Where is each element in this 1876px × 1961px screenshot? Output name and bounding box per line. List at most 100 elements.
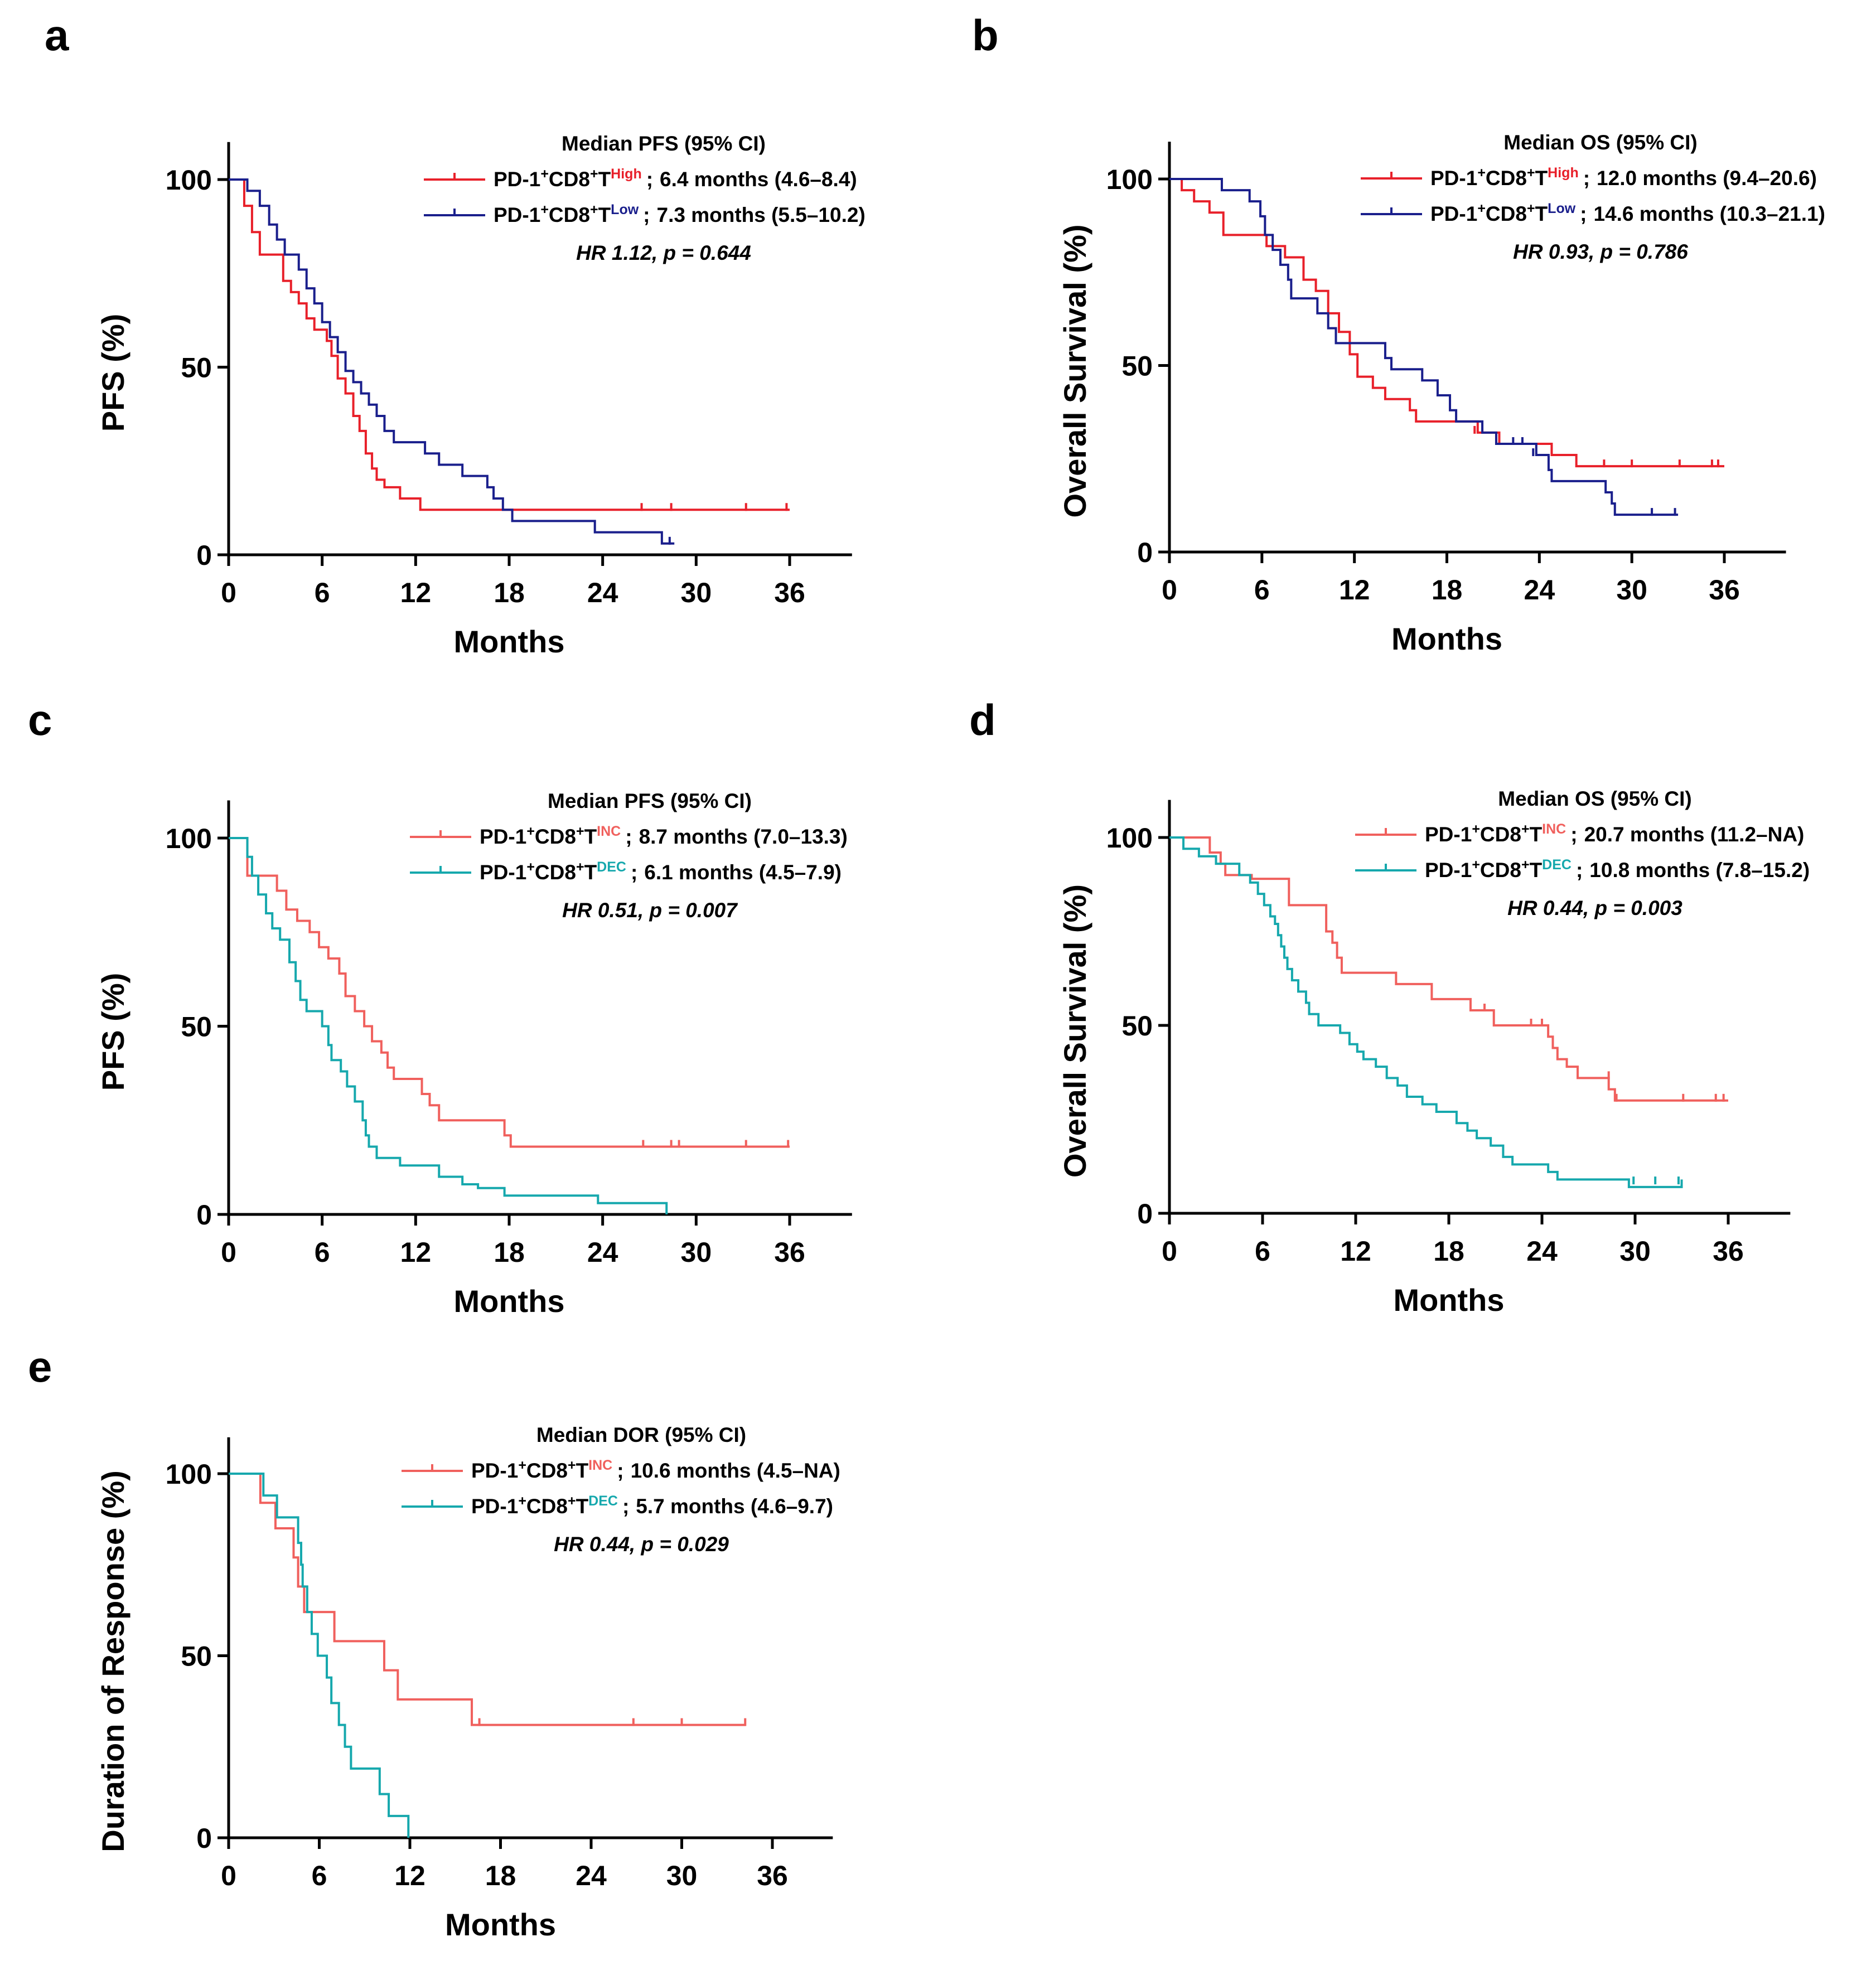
legend-value: 6.4 months (4.6–8.4) [660,168,857,191]
legend-group: DEC [1542,857,1572,873]
legend-sup2: + [1527,165,1535,181]
legend-label-dec: PD-1+CD8+TDEC; 6.1 months (4.5–7.9) [480,859,842,884]
legend-t: T [1535,167,1548,190]
legend-group: High [611,166,642,182]
x-tick-label: 24 [587,577,618,608]
legend-group: DEC [597,859,626,875]
legend-sup1: + [526,859,535,875]
legend-sep: ; [625,825,632,848]
legend-value: 14.6 months (10.3–21.1) [1594,202,1825,225]
legend-sep: ; [1580,202,1587,225]
legend-sup1: + [526,824,535,839]
x-tick-label: 18 [1433,1236,1464,1267]
hr-text: HR 0.51, p = 0.007 [562,899,738,922]
y-axis-label: PFS (%) [95,973,130,1091]
y-tick-label: 0 [1137,537,1153,568]
legend-t: T [1535,202,1548,225]
x-tick-label: 18 [1432,574,1463,606]
y-tick-label: 100 [1106,164,1153,195]
y-tick-label: 50 [181,352,212,384]
x-tick-label: 12 [1339,574,1370,606]
x-tick-label: 36 [1709,574,1740,606]
legend-t: T [1530,859,1543,882]
legend-prefix: PD-1 [1430,202,1477,225]
panel-letter: e [28,1342,52,1391]
legend-sup2: + [1527,201,1535,216]
x-tick-label: 30 [1616,574,1647,606]
y-tick-label: 0 [196,1823,212,1854]
legend-group: Low [611,202,639,217]
hr-text: HR 0.44, p = 0.029 [554,1533,729,1556]
x-tick-label: 0 [1162,574,1177,606]
legend-prefix: PD-1 [1425,823,1472,846]
x-tick-label: 36 [1713,1236,1744,1267]
legend: Median OS (95% CI)PD-1+CD8+THigh; 12.0 mo… [1361,131,1825,263]
legend-mid: CD8 [526,1495,568,1518]
legend-group: Low [1548,201,1576,216]
panel-a: a 0 6 12 18 24 30 36 0 50 100 Months PFS (%) Median P… [45,11,866,659]
y-axis-label: Duration of Response (%) [95,1470,130,1852]
legend-value: 5.7 months (4.6–9.7) [636,1495,833,1518]
panel-letter: a [45,11,69,60]
legend-mid: CD8 [535,861,576,884]
x-tick-label: 12 [1340,1236,1371,1267]
legend-mid: CD8 [549,168,590,191]
hr-text: HR 0.93, p = 0.786 [1513,240,1688,263]
x-tick-label: 24 [1526,1236,1558,1267]
legend-t: T [584,861,597,884]
y-tick-label: 100 [1106,822,1153,854]
x-axis-label: Months [453,1284,564,1319]
y-tick-label: 0 [1137,1198,1153,1229]
legend-mid: CD8 [526,1459,568,1482]
legend-prefix: PD-1 [1425,859,1472,882]
legend-mid: CD8 [549,204,590,226]
x-tick-label: 6 [1254,574,1270,606]
panel-letter: c [28,695,52,744]
x-tick-label: 18 [494,577,525,608]
x-tick-label: 36 [774,1237,805,1268]
legend-title: Median OS (95% CI) [1498,787,1691,810]
y-tick-label: 50 [181,1011,212,1043]
legend-sup1: + [1477,165,1486,181]
legend-prefix: PD-1 [494,204,540,226]
x-axis-label: Months [1391,621,1502,656]
x-tick-label: 12 [400,1237,432,1268]
legend-value: 12.0 months (9.4–20.6) [1597,167,1817,190]
km-curve-dec [229,1473,410,1838]
legend-prefix: PD-1 [480,825,526,848]
x-tick-label: 18 [485,1860,516,1891]
panel-e: e 0 6 12 18 24 30 36 0 50 100 Months Duration of Res… [28,1342,840,1942]
legend-prefix: PD-1 [1430,167,1477,190]
legend-sup1: + [540,166,549,182]
x-tick-label: 0 [221,1237,236,1268]
y-axis-label: PFS (%) [95,314,130,432]
x-tick-label: 30 [666,1860,698,1891]
legend-t: T [598,168,611,191]
legend-label-dec: PD-1+CD8+TDEC; 10.8 months (7.8–15.2) [1425,857,1810,882]
km-curve-dec [1169,836,1683,1188]
legend-label-dec: PD-1+CD8+TDEC; 5.7 months (4.6–9.7) [471,1493,833,1518]
legend-group: High [1548,165,1579,181]
x-tick-label: 36 [757,1860,788,1891]
legend-t: T [584,825,597,848]
x-tick-label: 30 [681,577,712,608]
panel-letter: b [972,11,999,60]
legend-sep: ; [631,861,637,884]
y-tick-label: 0 [196,540,212,571]
legend-value: 6.1 months (4.5–7.9) [644,861,842,884]
legend-sup1: + [540,202,549,217]
legend-value: 10.8 months (7.8–15.2) [1589,859,1810,882]
legend-value: 7.3 months (5.5–10.2) [657,204,866,226]
legend: Median PFS (95% CI)PD-1+CD8+TINC; 8.7 mon… [410,790,848,922]
legend-prefix: PD-1 [471,1459,518,1482]
km-curve-high [229,178,790,511]
legend-t: T [576,1495,589,1518]
legend-label-inc: PD-1+CD8+TINC; 8.7 months (7.0–13.3) [480,824,848,848]
legend-sep: ; [1583,167,1590,190]
y-tick-label: 100 [166,823,212,854]
legend-label-inc: PD-1+CD8+TINC; 20.7 months (11.2–NA) [1425,821,1804,846]
legend-group: DEC [588,1493,618,1509]
x-tick-label: 6 [1255,1236,1270,1267]
legend-sup2: + [1521,821,1530,837]
